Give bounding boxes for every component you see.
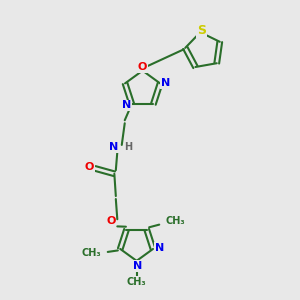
Text: N: N	[109, 142, 119, 152]
Text: CH₃: CH₃	[127, 277, 146, 287]
Text: N: N	[155, 243, 164, 254]
Text: S: S	[197, 24, 206, 37]
Text: CH₃: CH₃	[82, 248, 101, 258]
Text: O: O	[84, 162, 94, 172]
Text: N: N	[161, 78, 170, 88]
Text: O: O	[106, 216, 116, 226]
Text: CH₃: CH₃	[166, 216, 185, 226]
Text: H: H	[124, 142, 133, 152]
Text: N: N	[133, 261, 142, 271]
Text: N: N	[122, 100, 131, 110]
Text: O: O	[138, 62, 147, 72]
